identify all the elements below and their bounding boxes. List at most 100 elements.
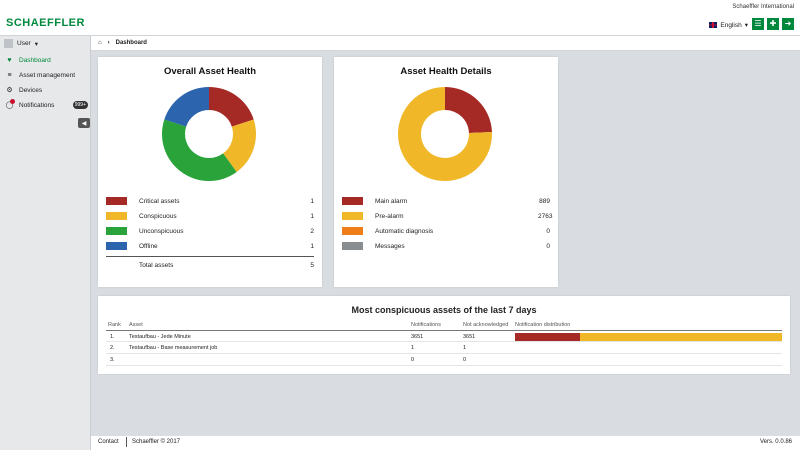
overall-asset-health-card: Overall Asset Health Critical assets 1 Con… (98, 57, 322, 287)
col-header-notifications[interactable]: Notifications (411, 322, 441, 328)
legend-label: Critical assets (139, 197, 180, 205)
breadcrumb: ⌂ › Dashboard (91, 36, 800, 51)
devices-icon: ⚙ (6, 87, 13, 94)
notifications-cell: 3651 (411, 334, 424, 340)
col-header-not-acknowledged[interactable]: Not acknowledged (463, 322, 509, 328)
language-selector[interactable]: English ▾ (709, 21, 748, 29)
uk-flag-icon (709, 22, 718, 28)
col-header-notification-distribution: Notification distribution (515, 322, 571, 328)
overall-slice-conspicuous[interactable] (223, 119, 256, 173)
legend-swatch (342, 227, 363, 235)
legend-count: 1 (310, 197, 314, 205)
contact-link[interactable]: Contact (98, 439, 119, 445)
table-row[interactable]: 1. Testaufbau - Jede Minute 3651 3651 (106, 330, 782, 342)
table-row[interactable]: 2. Testaufbau - Base measurement job 1 1 (106, 342, 782, 354)
user-label: User (17, 40, 31, 47)
sidebar-item-dashboard[interactable]: ♥ Dashboard (0, 53, 91, 67)
notification-distribution-bar (515, 333, 782, 341)
footer: Contact Schaeffler © 2017 Vers. 0.0.86 (91, 436, 800, 450)
legend-swatch (342, 212, 363, 220)
card-title: Overall Asset Health (163, 66, 257, 77)
legend-row[interactable]: Conspicuous 1 (106, 209, 314, 223)
legend-row[interactable]: Critical assets 1 (106, 194, 314, 208)
legend-count: 1 (310, 242, 314, 250)
sidebar-item-label: Asset management (19, 71, 76, 79)
language-label: English (720, 21, 742, 29)
total-row: Total assets 5 (106, 258, 314, 272)
legend-label: Offline (139, 242, 158, 250)
legend-row[interactable]: Messages 0 (342, 239, 550, 253)
overall-slice-critical-assets[interactable] (209, 87, 254, 127)
legend-label: Messages (375, 242, 405, 250)
sliders-icon: ≡ (7, 71, 12, 79)
chevron-down-icon: ▾ (34, 40, 38, 48)
asset-cell: Testaufbau - Base measurement job (129, 345, 218, 351)
legend-label: Automatic diagnosis (375, 227, 434, 235)
table-row[interactable]: 3. 0 0 (106, 354, 782, 366)
col-header-rank[interactable]: Rank (108, 322, 121, 328)
legend-row[interactable]: Main alarm 889 (342, 194, 550, 208)
legend-swatch (106, 242, 127, 250)
top-header: SCHAEFFLER Schaeffler International Engl… (0, 0, 800, 36)
copyright-text: Schaeffler © 2017 (132, 439, 181, 445)
rank-cell: 3. (110, 357, 115, 363)
legend-label: Unconspicuous (139, 227, 184, 235)
legend-row[interactable]: Unconspicuous 2 (106, 224, 314, 238)
sidebar-item-asset-management[interactable]: ≡ Asset management (0, 68, 91, 82)
legend-count: 1 (310, 212, 314, 220)
overall-donut-chart (162, 87, 256, 181)
distribution-pre-alarm-segment (579, 333, 782, 341)
asset-health-details-card: Asset Health Details Main alarm 889 Pre-al… (334, 57, 558, 287)
total-label: Total assets (139, 261, 174, 269)
conspicuous-assets-card: Most conspicuous assets of the last 7 da… (98, 296, 790, 374)
not-acknowledged-cell: 3651 (463, 334, 476, 340)
schaeffler-logo[interactable]: SCHAEFFLER (6, 17, 85, 29)
not-acknowledged-cell: 1 (463, 345, 467, 351)
move-button[interactable]: ✚ (767, 18, 779, 30)
col-header-asset[interactable]: Asset (129, 322, 143, 328)
legend-swatch (342, 242, 363, 250)
chevron-right-icon: › (107, 40, 110, 46)
overall-slice-offline[interactable] (164, 87, 209, 127)
card-title: Asset Health Details (400, 66, 492, 77)
asset-cell: Testaufbau - Jede Minute (129, 334, 191, 340)
sidebar-item-label: Dashboard (19, 56, 51, 64)
user-menu[interactable]: User ▾ (4, 39, 38, 48)
logout-button[interactable]: ➜ (782, 18, 794, 30)
logout-icon: ➜ (784, 19, 792, 28)
legend-label: Main alarm (375, 197, 408, 205)
sidebar-item-label: Devices (19, 86, 43, 94)
collapse-sidebar-button[interactable]: ◀ (78, 118, 90, 128)
legend-row[interactable]: Pre-alarm 2763 (342, 209, 553, 223)
legend-label: Pre-alarm (375, 212, 404, 220)
arrow-left-icon: ◀ (81, 120, 87, 127)
legend-label: Conspicuous (139, 212, 177, 220)
overall-slice-unconspicuous[interactable] (162, 119, 237, 181)
rank-cell: 1. (110, 334, 115, 340)
details-slice-pre-alarm[interactable] (398, 87, 492, 181)
legend-swatch (106, 227, 127, 235)
legend-row[interactable]: Offline 1 (106, 239, 314, 253)
version-text: Vers. 0.0.86 (759, 439, 792, 445)
legend-swatch (106, 197, 127, 205)
legend-count: 0 (546, 242, 550, 250)
legend-count: 2 (310, 227, 314, 235)
sidebar-item-notifications[interactable]: ◯ Notifications 999+ (0, 98, 91, 112)
menu-button[interactable]: ☰ (752, 18, 764, 30)
notifications-cell: 0 (411, 357, 415, 363)
home-icon[interactable]: ⌂ (98, 40, 102, 46)
not-acknowledged-cell: 0 (463, 357, 467, 363)
legend-swatch (106, 212, 127, 220)
notification-count-badge: 999+ (72, 101, 88, 109)
footer-divider (126, 437, 127, 447)
legend-count: 889 (539, 197, 550, 205)
chat-icon: ◯ (5, 102, 14, 109)
rank-cell: 2. (110, 345, 115, 351)
details-slice-main-alarm[interactable] (445, 87, 492, 134)
sidebar-item-devices[interactable]: ⚙ Devices (0, 83, 91, 97)
total-divider (106, 256, 314, 257)
heartbeat-icon: ♥ (7, 56, 12, 64)
legend-count: 2763 (538, 212, 553, 220)
legend-count: 0 (546, 227, 550, 235)
legend-row[interactable]: Automatic diagnosis 0 (342, 224, 550, 238)
